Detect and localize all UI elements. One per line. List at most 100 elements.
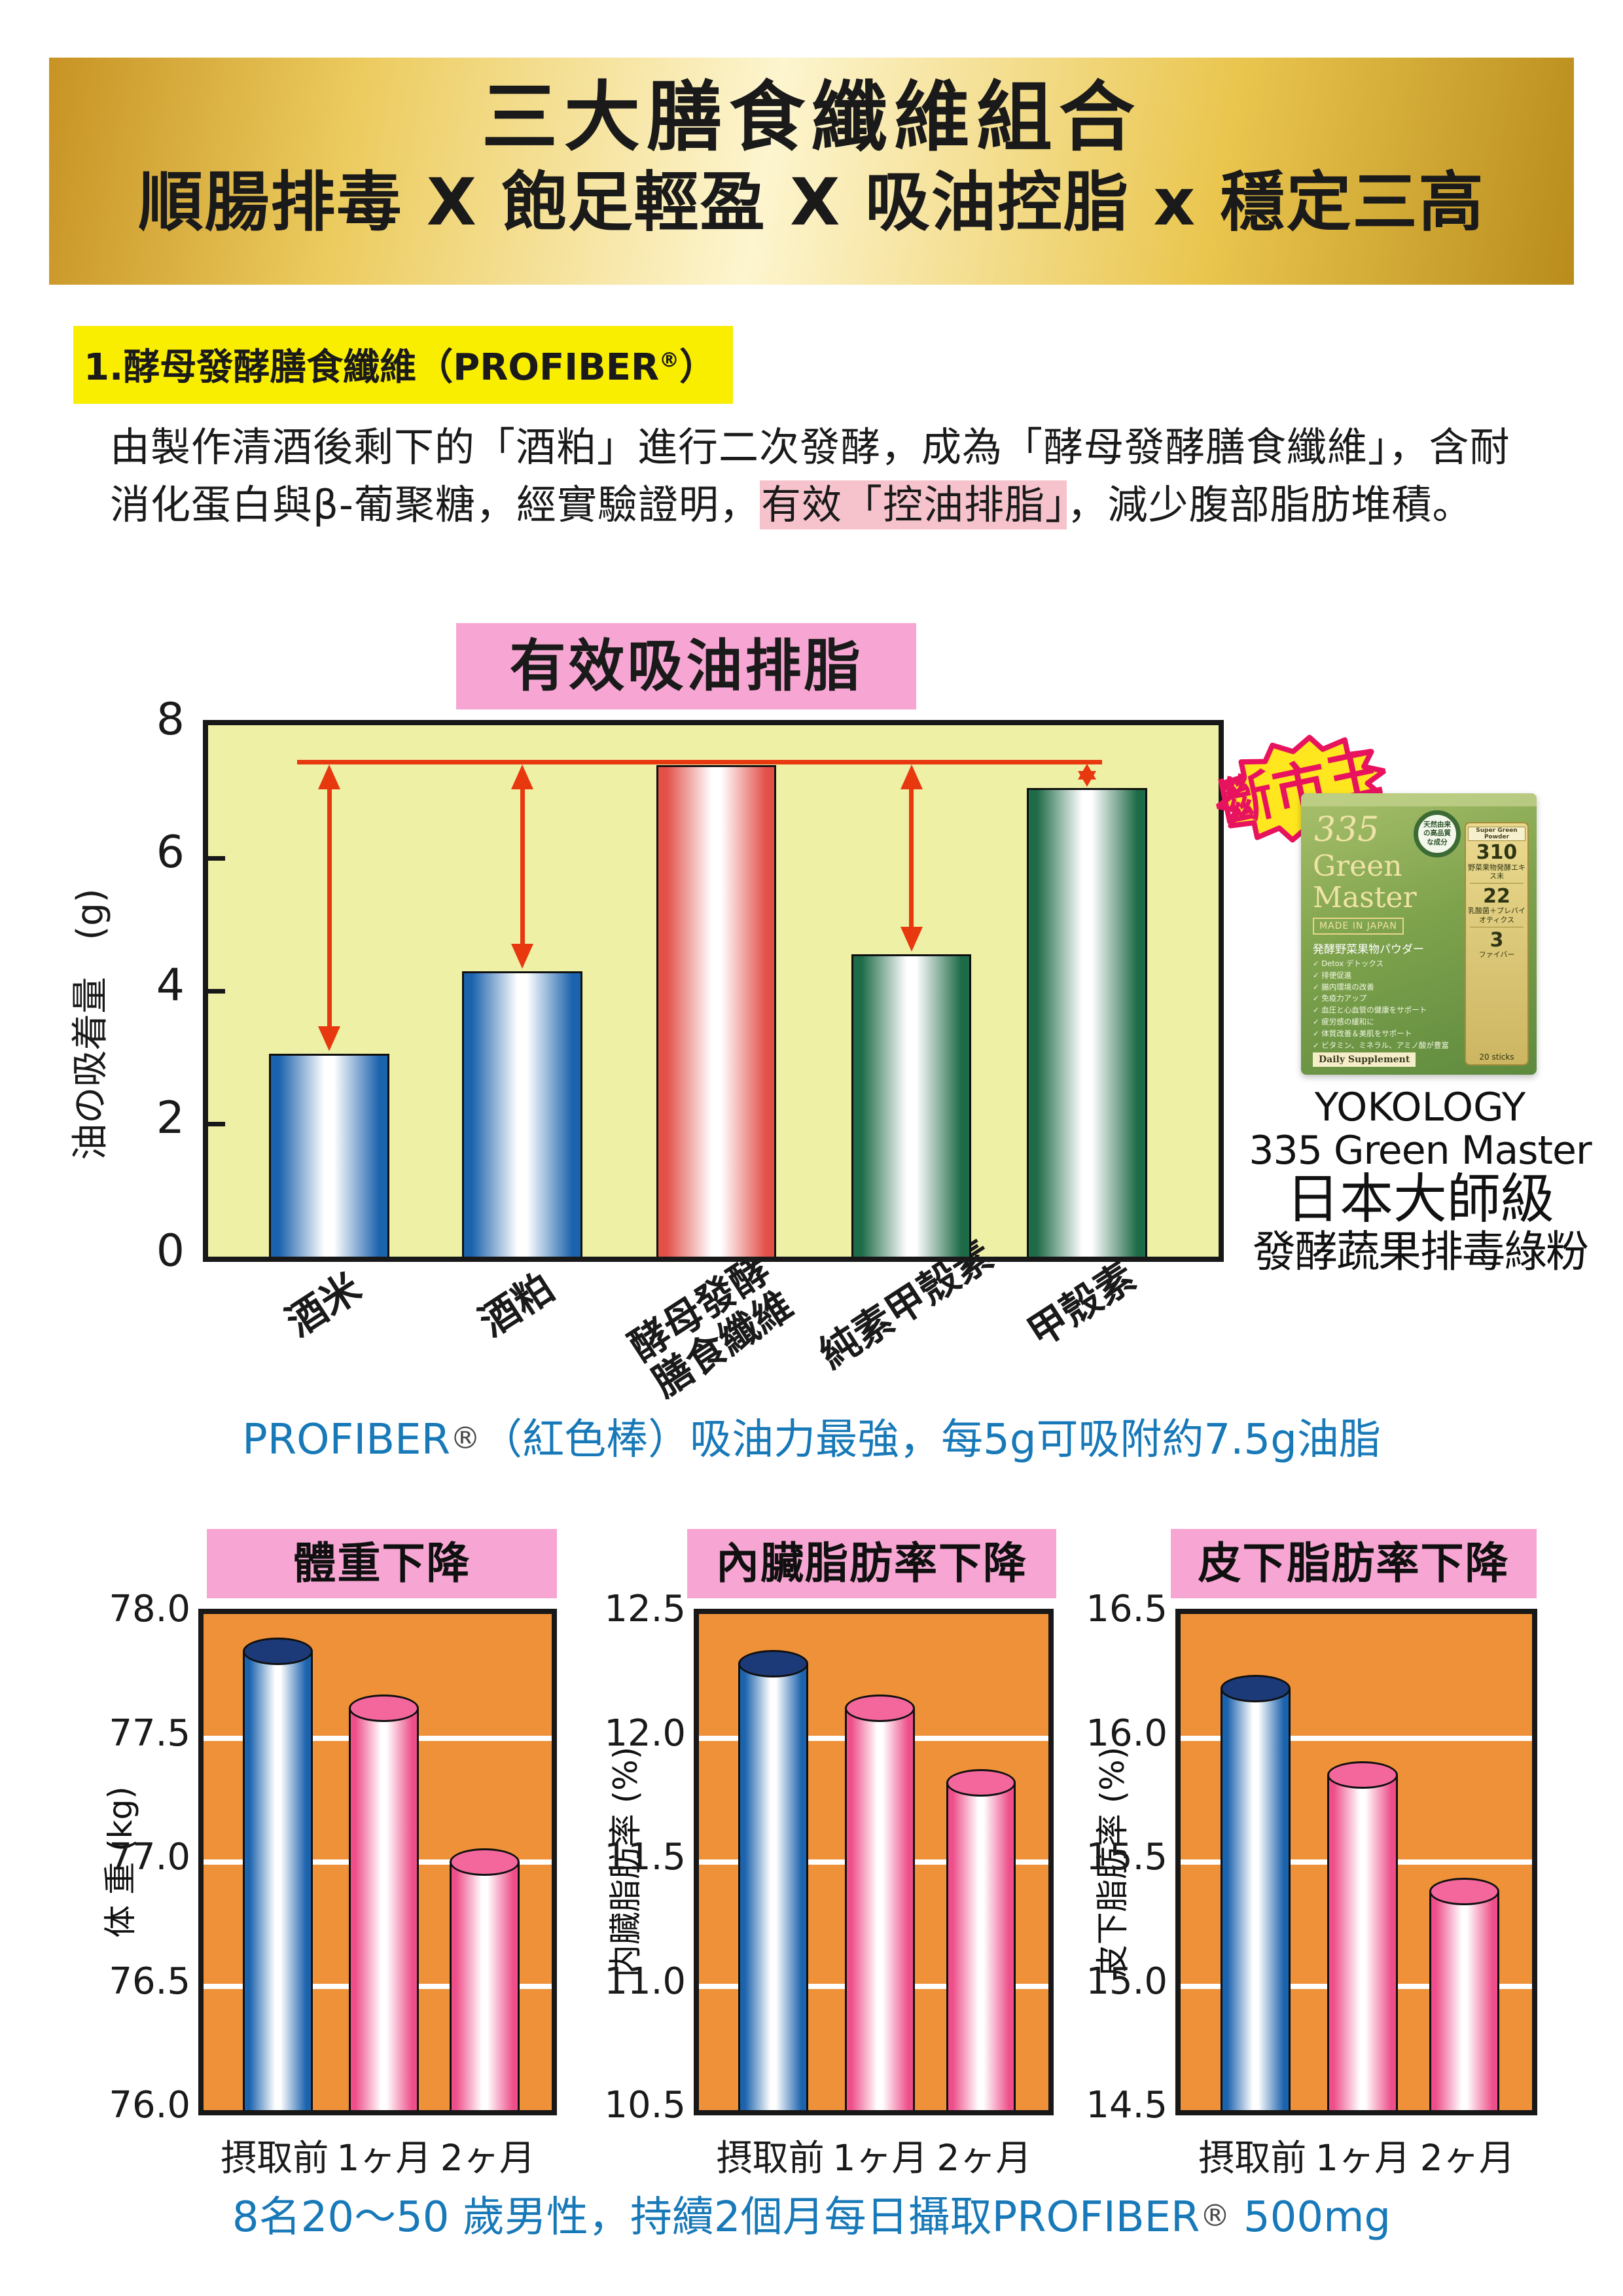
- bar-酒米: [269, 1054, 390, 1257]
- bar-摂取前: [738, 1663, 809, 2110]
- product-tagline-1: 日本大師級: [1285, 1168, 1554, 1230]
- range-arrow-shaft: [909, 783, 914, 931]
- mini-chart-title: 內臟脂肪率下降: [687, 1529, 1056, 1598]
- bar-2ヶ月: [946, 1782, 1016, 2110]
- bar-2ヶ月: [450, 1862, 520, 2110]
- bar-cap: [450, 1848, 520, 1876]
- study-caption: 8名20～50 歲男性，持續2個月每日攝取PROFIBER® 500mg: [0, 2183, 1623, 2244]
- bar-酒粕: [462, 971, 583, 1257]
- bar-cap: [1220, 1674, 1291, 1702]
- range-arrow-head-down: [900, 927, 923, 952]
- y-tick-label: 77.5: [109, 1712, 190, 1755]
- product-name: 335 Green Master: [1249, 1128, 1592, 1174]
- range-arrow-shaft: [327, 783, 332, 1031]
- mini-chart-plot-area: [1175, 1609, 1537, 2115]
- y-tick-label: 11.0: [604, 1960, 686, 2003]
- natural-ingredients-badge: 天然由来の高品質な成分: [1414, 810, 1461, 857]
- range-arrow-head-down: [318, 1026, 341, 1052]
- bar-cap: [243, 1637, 313, 1665]
- reference-line: [296, 759, 1103, 764]
- bar-cap: [845, 1695, 915, 1723]
- y-tick-label: 14.5: [1086, 2084, 1168, 2126]
- product-name-line1: Green: [1313, 850, 1402, 883]
- registered-mark-icon: ®: [450, 1420, 481, 1456]
- section-title-close: ）: [679, 346, 716, 389]
- y-tick-label: 78.0: [109, 1588, 190, 1630]
- x-tick-label: 摂取前: [1198, 2137, 1307, 2179]
- feature-item: ✓ ビタミン、ミネラル、アミノ酸が豊富: [1313, 1040, 1449, 1050]
- y-tick-label: 11.5: [604, 1836, 686, 1878]
- y-tick-label: 6: [156, 827, 185, 878]
- x-tick-label: 摂取前: [716, 2137, 825, 2179]
- y-tick-label: 15.5: [1086, 1836, 1168, 1878]
- stick-header: Super Green Powder: [1468, 827, 1525, 841]
- bar-cap: [349, 1695, 419, 1723]
- stick-text-2: 乳酸菌＋プレバイオティクス: [1468, 906, 1525, 924]
- y-tick-label: 12.0: [604, 1712, 686, 1755]
- caption-text: （紅色棒）吸油力最強，每5g可吸附約7.5g油脂: [480, 1416, 1381, 1464]
- daily-supplement-label: Daily Supplement: [1313, 1052, 1416, 1067]
- x-tick-label: 摂取前: [221, 2137, 329, 2179]
- product-box-image: 335 Green Master MADE IN JAPAN 発酵野菜果物パウダ…: [1301, 793, 1537, 1075]
- divider: [1470, 882, 1524, 884]
- bar-1ヶ月: [349, 1708, 419, 2110]
- product-brand: YOKOLOGY: [1314, 1085, 1526, 1130]
- y-tick-label: 16.5: [1086, 1588, 1168, 1630]
- caption-text: 8名20～50 歲男性，持續2個月每日攝取PROFIBER: [232, 2193, 1200, 2242]
- y-tick-label: 15.0: [1086, 1960, 1168, 2003]
- main-chart-caption: PROFIBER®（紅色棒）吸油力最強，每5g可吸附約7.5g油脂: [0, 1406, 1623, 1466]
- main-chart-plot-area: [203, 720, 1224, 1262]
- x-tick-label: 2ヶ月: [936, 2137, 1032, 2179]
- range-arrow-shaft: [520, 783, 525, 948]
- stick-number-3: 3: [1489, 928, 1504, 952]
- range-arrow-head-down: [511, 943, 534, 969]
- bar-2ヶ月: [1429, 1892, 1500, 2110]
- product-stick: Super Green Powder 310 野菜果物発酵エキス末 22 乳酸菌…: [1465, 822, 1529, 1066]
- feature-item: ✓ 血圧と心血管の健康をサポート: [1313, 1005, 1427, 1015]
- stick-text-3: ファイバー: [1478, 950, 1515, 960]
- stick-number-310: 310: [1476, 841, 1518, 864]
- paragraph-text-after: ，減少腹部脂肪堆積。: [1067, 482, 1473, 529]
- paragraph-text-before: 由製作清酒後剩下的「酒粕」進行二次發酵，成為「酵母發酵膳食纖維」，含耐消化蛋白與…: [110, 424, 1510, 529]
- bar-摂取前: [1220, 1688, 1291, 2110]
- x-tick-label: 1ヶ月: [336, 2137, 432, 2179]
- y-tick-label: 2: [156, 1092, 185, 1144]
- feature-item: ✓ 免疫力アップ: [1313, 994, 1367, 1003]
- stick-text-1: 野菜果物発酵エキス末: [1468, 863, 1525, 880]
- banner-title: 三大膳食纖維組合: [482, 73, 1141, 162]
- bar-甲殼素: [1027, 788, 1148, 1257]
- y-tick-label: 77.0: [109, 1836, 190, 1878]
- x-tick-label: 2ヶ月: [1419, 2137, 1515, 2179]
- section-title: 1.酵母發酵膳食纖維（PROFIBER®）: [73, 326, 733, 404]
- feature-item: ✓ 腸内環境の改善: [1313, 982, 1374, 992]
- x-tick-label: 1ヶ月: [832, 2137, 928, 2179]
- product-name-line2: Master: [1313, 881, 1417, 914]
- bar-cap: [946, 1768, 1016, 1797]
- y-tick-label: 10.5: [604, 2084, 686, 2126]
- feature-item: ✓ Detox デトックス: [1313, 959, 1384, 968]
- bar-1ヶ月: [845, 1708, 915, 2110]
- product-tagline-2: 發酵蔬果排毒綠粉: [1253, 1227, 1589, 1277]
- registered-mark-icon: ®: [659, 348, 679, 372]
- banner-subtitle: 順腸排毒 X 飽足輕盈 X 吸油控脂 x 穩定三高: [138, 165, 1485, 240]
- y-tick-label: 76.0: [109, 2084, 190, 2126]
- bar-cap: [738, 1649, 809, 1677]
- bar-cap: [1429, 1878, 1500, 1906]
- stick-count: 20 sticks: [1479, 1052, 1514, 1062]
- bar-cap: [1327, 1761, 1398, 1789]
- product-subtitle-jp: 発酵野菜果物パウダー: [1313, 943, 1424, 956]
- feature-item: ✓ 疲労感の緩和に: [1313, 1017, 1374, 1027]
- x-tick-label: 2ヶ月: [440, 2137, 535, 2179]
- mini-chart-plot-area: [198, 1609, 557, 2115]
- feature-item: ✓ 体質改善＆美肌をサポート: [1313, 1028, 1412, 1038]
- section-title-text: 1.酵母發酵膳食纖維（PROFIBER: [84, 346, 660, 389]
- box-top-face: [1301, 793, 1537, 806]
- x-tick-label: 1ヶ月: [1315, 2137, 1410, 2179]
- y-tick-mark: [208, 1122, 225, 1126]
- gridline: [1181, 1735, 1532, 1741]
- y-tick-label: 12.5: [604, 1588, 686, 1630]
- header-banner: 三大膳食纖維組合 順腸排毒 X 飽足輕盈 X 吸油控脂 x 穩定三高: [49, 58, 1574, 285]
- paragraph-highlight: 有效「控油排脂」: [759, 480, 1067, 530]
- feature-item: ✓ 排便促進: [1313, 970, 1352, 980]
